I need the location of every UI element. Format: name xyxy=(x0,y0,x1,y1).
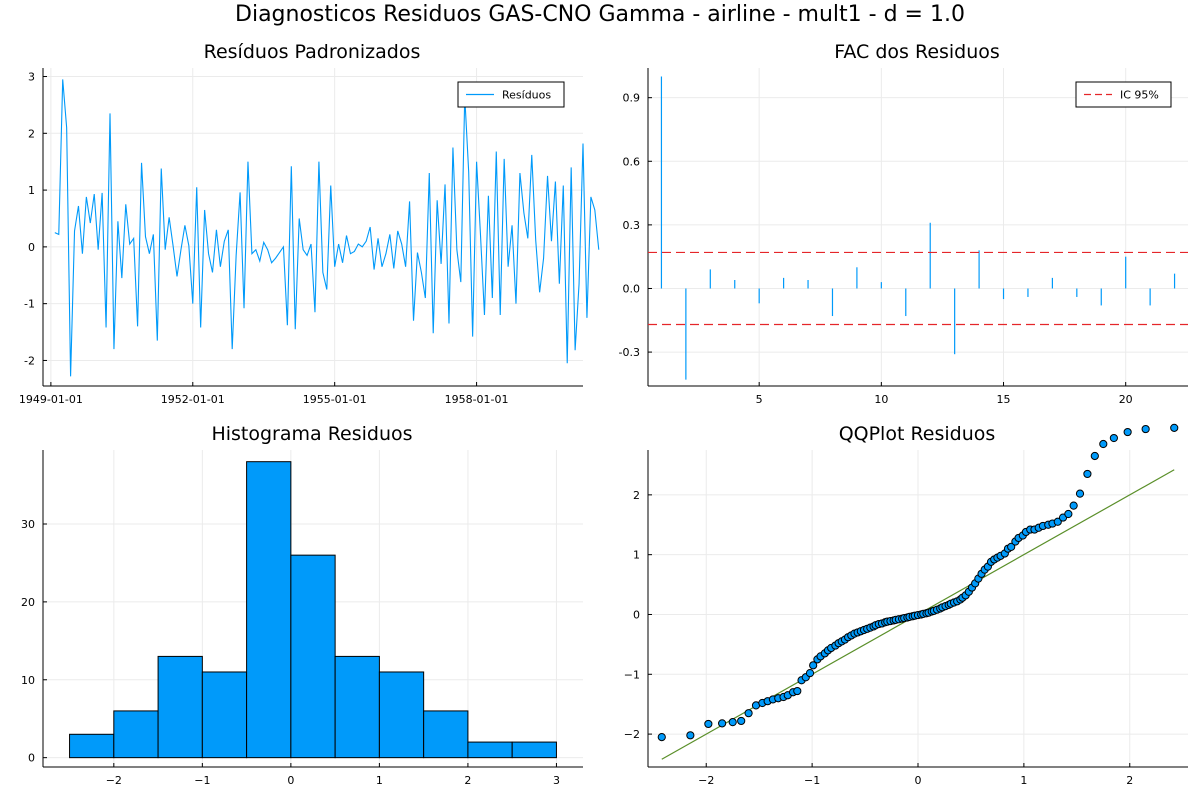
qqplot-point xyxy=(1064,509,1073,519)
qqplot-point xyxy=(793,686,802,696)
histogram-bar xyxy=(334,655,380,759)
qqplot-point xyxy=(1069,501,1078,510)
residuals-y-tick-label: 1 xyxy=(28,184,35,197)
acf-y-tick-label: 0.0 xyxy=(623,282,641,295)
residuals-y-tick-label: -2 xyxy=(24,354,35,367)
acf-y-tick-label: -0.3 xyxy=(619,346,640,359)
histogram-y-tick-label: 30 xyxy=(21,518,35,531)
histogram-bar xyxy=(290,554,336,759)
acf-y-tick-label: 0.6 xyxy=(623,155,641,168)
qqplot-plot-area: −2 −1 0 1 2 −2 −1 0 1 2 xyxy=(624,423,1188,787)
residuals-series-line xyxy=(54,79,600,377)
residuals-legend-label: Resíduos xyxy=(502,89,551,102)
histogram-y-tick-label: 10 xyxy=(21,674,35,687)
histogram-chart-title: Histograma Residuos xyxy=(211,423,412,445)
residuals-x-tick-label: 1958-01-01 xyxy=(445,393,509,406)
histogram-bar xyxy=(511,741,557,759)
residuals-y-tick-label: 0 xyxy=(28,241,35,254)
acf-x-tick-label: 20 xyxy=(1119,393,1133,406)
residuals-y-tick-label: 2 xyxy=(28,127,35,140)
residuals-x-tick-label: 1952-01-01 xyxy=(161,393,225,406)
acf-legend-box xyxy=(1075,81,1172,108)
qqplot-point xyxy=(809,661,818,670)
qqplot-x-tick-label: 0 xyxy=(915,774,922,787)
histogram-x-tick-label: 3 xyxy=(553,774,560,787)
histogram-bar xyxy=(201,671,248,759)
histogram-bar xyxy=(246,461,292,759)
residuals-y-tick-label: -1 xyxy=(24,298,35,311)
histogram-x-tick-label: 0 xyxy=(287,774,294,787)
qqplot-y-tick-label: 1 xyxy=(633,549,640,562)
histogram-x-tick-label: 2 xyxy=(464,774,471,787)
acf-chart-title: FAC dos Residuos xyxy=(834,41,1000,63)
qqplot-point xyxy=(728,718,737,727)
qqplot-y-tick-label: 0 xyxy=(633,608,640,621)
qqplot-point xyxy=(718,719,727,728)
qqplot-point xyxy=(737,716,746,726)
histogram-bar xyxy=(113,710,159,759)
qqplot-chart: QQPlot Residuos −2 −1 0 1 2 −2 −1 0 1 2 xyxy=(624,423,1188,787)
acf-x-tick-label: 10 xyxy=(874,393,888,406)
qqplot-x-tick-label: 2 xyxy=(1126,774,1133,787)
histogram-bar xyxy=(423,710,469,759)
acf-plot-area: 5 10 15 20 -0.3 0.0 0.3 0.6 0.9 IC 95% xyxy=(619,68,1188,406)
qqplot-point xyxy=(1090,451,1099,461)
acf-chart: FAC dos Residuos 5 10 15 20 -0.3 0.0 0.3 0.6 0.9… xyxy=(619,41,1188,406)
qqplot-point xyxy=(1075,489,1085,498)
figure-suptitle: Diagnosticos Residuos GAS-CNO Gamma - ai… xyxy=(235,2,965,27)
residuals-plot-area: 1949-01-01 1952-01-01 1955-01-01 1958-01-01… xyxy=(19,68,600,406)
qqplot-y-tick-label: −2 xyxy=(624,728,640,741)
qqplot-chart-title: QQPlot Residuos xyxy=(839,423,996,445)
acf-x-tick-label: 15 xyxy=(997,393,1011,406)
histogram-x-tick-label: 1 xyxy=(376,774,383,787)
residuals-x-tick-label: 1949-01-01 xyxy=(19,393,83,406)
qqplot-point xyxy=(805,668,815,678)
qqplot-point xyxy=(1123,427,1132,437)
histogram-x-tick-label: −1 xyxy=(194,774,210,787)
qqplot-point xyxy=(1083,469,1092,479)
acf-x-tick-label: 5 xyxy=(756,393,763,406)
qqplot-point xyxy=(704,719,713,729)
qqplot-point xyxy=(1170,423,1179,432)
histogram-y-tick-label: 20 xyxy=(21,596,35,609)
residuals-x-tick-label: 1955-01-01 xyxy=(303,393,367,406)
qqplot-x-tick-label: −1 xyxy=(804,774,820,787)
qqplot-point xyxy=(1007,542,1016,551)
qqplot-point xyxy=(1141,424,1150,434)
qqplot-y-tick-label: 2 xyxy=(633,489,640,502)
histogram-bar xyxy=(467,741,513,759)
histogram-bar xyxy=(157,655,203,759)
acf-y-tick-label: 0.9 xyxy=(623,92,641,105)
histogram-bar xyxy=(378,671,425,759)
qqplot-x-tick-label: −2 xyxy=(698,774,714,787)
histogram-bar xyxy=(69,733,115,759)
residuals-chart: Resíduos Padronizados 1949-01-01 1952-01-… xyxy=(19,41,600,406)
qqplot-x-tick-label: 1 xyxy=(1020,774,1027,787)
residuals-chart-title: Resíduos Padronizados xyxy=(204,41,421,63)
qqplot-point xyxy=(657,732,666,742)
qqplot-point xyxy=(1099,439,1108,449)
histogram-y-tick-label: 0 xyxy=(28,752,35,765)
histogram-x-tick-label: −2 xyxy=(106,774,122,787)
acf-y-tick-label: 0.3 xyxy=(623,219,641,232)
qqplot-point xyxy=(744,709,753,718)
qqplot-point xyxy=(1109,433,1118,443)
acf-legend-label: IC 95% xyxy=(1120,89,1159,102)
residuals-y-tick-label: 3 xyxy=(28,71,35,84)
qqplot-point xyxy=(1053,517,1062,526)
qqplot-point xyxy=(686,731,695,740)
qqplot-y-tick-label: −1 xyxy=(624,668,640,681)
